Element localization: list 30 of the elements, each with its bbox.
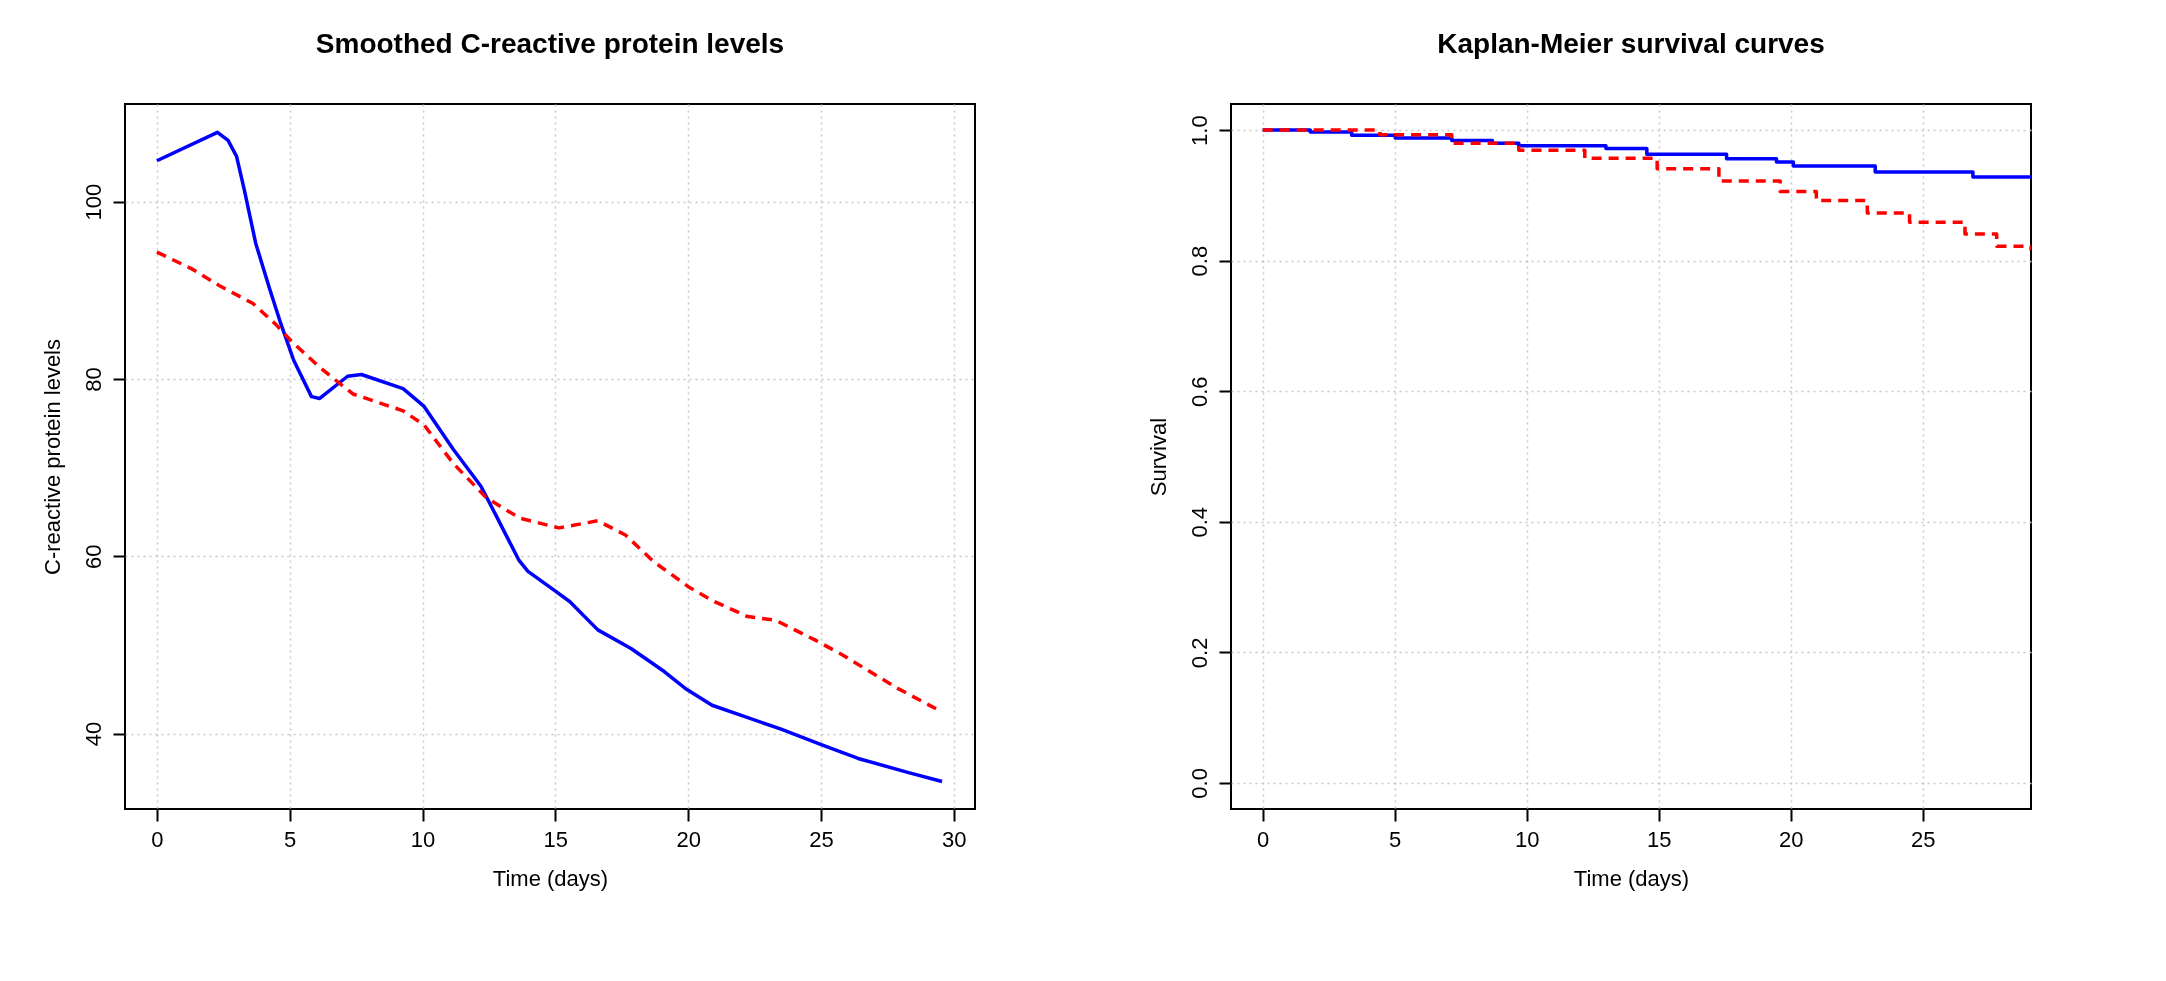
y-tick-label: 1.0 <box>1186 115 1212 146</box>
x-tick-label: 15 <box>543 826 569 852</box>
x-tick-label: 5 <box>284 826 297 852</box>
chart-title: Kaplan-Meier survival curves <box>1437 28 1825 59</box>
y-tick-label: 0.2 <box>1186 637 1212 669</box>
y-tick-label: 100 <box>80 183 106 221</box>
y-tick-label: 40 <box>80 721 106 747</box>
x-axis-title: Time (days) <box>1573 865 1690 891</box>
x-tick-label: 20 <box>1778 826 1804 852</box>
chart-title: Smoothed C-reactive protein levels <box>315 28 785 59</box>
x-axis-title: Time (days) <box>492 865 609 891</box>
x-tick-label: 30 <box>942 826 967 852</box>
x-tick-label: 15 <box>1646 826 1672 852</box>
y-tick-label: 0.0 <box>1186 768 1212 799</box>
x-tick-label: 0 <box>151 826 164 852</box>
line-series <box>155 130 944 784</box>
y-tick-label: 0.8 <box>1186 245 1212 277</box>
x-tick-label: 10 <box>410 826 436 852</box>
x-tick-label: 5 <box>1389 826 1402 852</box>
y-axis-title: Survival <box>1145 417 1171 497</box>
x-tick-label: 20 <box>676 826 701 852</box>
x-tick-label: 0 <box>1257 826 1270 852</box>
y-tick-label: 0.4 <box>1186 506 1212 538</box>
x-tick-label: 25 <box>809 826 834 852</box>
y-axis-title: C-reactive protein levels <box>39 339 65 575</box>
y-tick-label: 0.6 <box>1186 376 1212 408</box>
y-tick-label: 80 <box>80 367 106 392</box>
x-tick-label: 25 <box>1911 826 1936 852</box>
y-tick-label: 60 <box>80 544 106 570</box>
x-tick-label: 10 <box>1514 826 1540 852</box>
